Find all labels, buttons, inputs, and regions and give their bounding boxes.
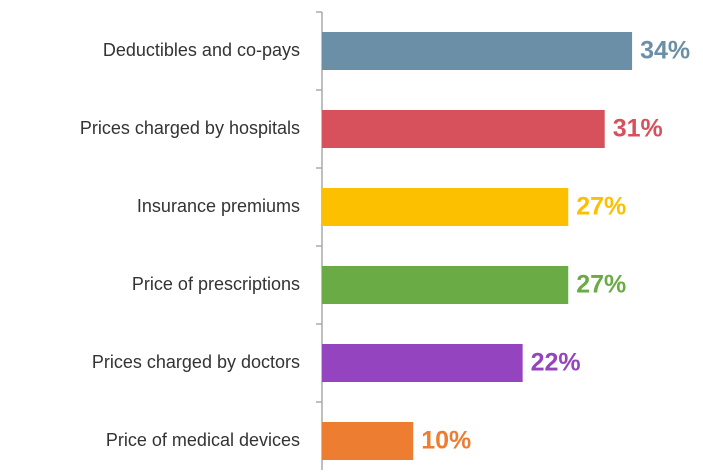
value-label: 31% [613,115,663,143]
bar [322,344,523,382]
value-label: 27% [576,193,626,221]
bar [322,188,569,226]
value-label: 10% [421,427,471,455]
value-label: 22% [531,349,581,377]
category-label: Price of medical devices [106,430,300,450]
category-label: Prices charged by doctors [92,352,300,372]
category-label: Deductibles and co-pays [103,40,300,60]
category-label: Insurance premiums [137,196,300,216]
bar [322,110,605,148]
value-label: 27% [576,271,626,299]
bar [322,266,569,304]
bar [322,32,633,70]
value-label: 34% [640,37,690,65]
category-label: Price of prescriptions [132,274,300,294]
category-label: Prices charged by hospitals [80,118,300,138]
bar [322,422,414,460]
